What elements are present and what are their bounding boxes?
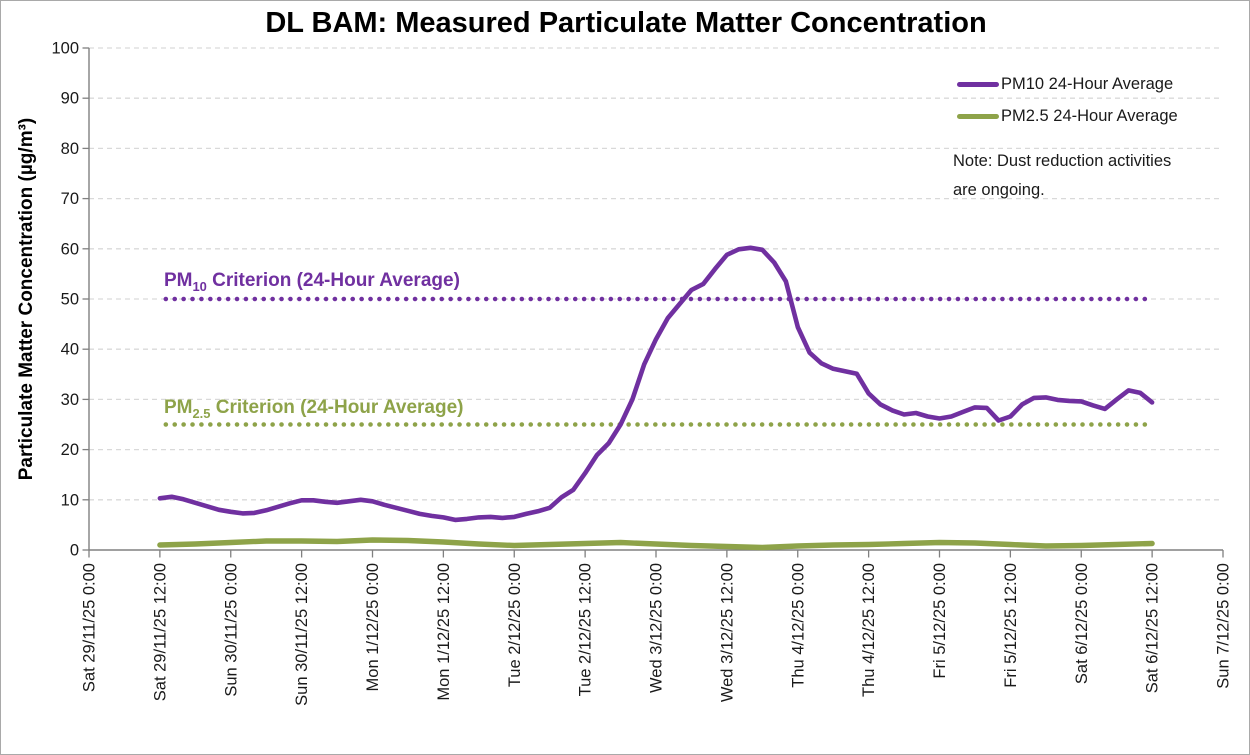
y-tick-label: 100	[51, 40, 79, 58]
x-tick-label: Fri 5/12/25 12:00	[1002, 563, 1020, 688]
y-tick-label: 60	[61, 240, 79, 258]
chart-title: DL BAM: Measured Particulate Matter Conc…	[265, 7, 987, 39]
pm10-criterion-label: PM10 Criterion (24-Hour Average)	[164, 270, 460, 294]
x-tick-label: Thu 4/12/25 12:00	[860, 563, 878, 697]
y-tick-label: 20	[61, 441, 79, 459]
x-tick-label: Sun 7/12/25 0:00	[1215, 563, 1233, 689]
x-tick-label: Thu 4/12/25 0:00	[789, 563, 807, 688]
x-tick-label: Tue 2/12/25 0:00	[506, 563, 524, 687]
x-tick-label: Sat 29/11/25 0:00	[81, 563, 99, 692]
pm25-legend-label: PM2.5 24-Hour Average	[1001, 106, 1178, 125]
note-line-1: Note: Dust reduction activities	[953, 152, 1172, 170]
x-tick-label: Mon 1/12/25 0:00	[364, 563, 382, 691]
pm25-line-swatch	[957, 113, 999, 119]
x-tick-label: Tue 2/12/25 12:00	[577, 563, 595, 696]
legend: PM10 24-Hour Average PM2.5 24-Hour Avera…	[957, 73, 1178, 127]
chart-note: Note: Dust reduction activities are ongo…	[953, 147, 1243, 205]
x-tick-label: Wed 3/12/25 0:00	[648, 563, 666, 693]
y-tick-label: 30	[61, 391, 79, 409]
y-tick-label: 90	[61, 90, 79, 108]
y-tick-label: 50	[61, 291, 79, 309]
x-tick-label: Wed 3/12/25 12:00	[718, 563, 736, 702]
x-tick-label: Mon 1/12/25 12:00	[435, 563, 453, 701]
y-tick-label: 0	[70, 542, 79, 560]
x-tick-label: Sat 29/11/25 12:00	[151, 563, 169, 701]
pm10-legend-label: PM10 24-Hour Average	[1001, 74, 1174, 93]
x-tick-label: Sun 30/11/25 0:00	[222, 563, 240, 697]
pm25-criterion-label: PM2.5 Criterion (24-Hour Average)	[164, 397, 464, 421]
legend-item-pm25: PM2.5 24-Hour Average	[957, 105, 1178, 127]
pm25-series-line	[157, 537, 1155, 551]
x-tick-label: Fri 5/12/25 0:00	[931, 563, 949, 679]
y-tick-label: 80	[61, 140, 79, 158]
y-tick-label: 40	[61, 341, 79, 359]
pm10-series-line	[157, 245, 1155, 523]
x-tick-label: Sat 6/12/25 0:00	[1073, 563, 1091, 684]
y-axis-title: Particulate Matter Concentration (µg/m³)	[16, 117, 37, 481]
pm10-line-swatch	[957, 81, 999, 87]
x-tick-label: Sat 6/12/25 12:00	[1144, 563, 1162, 693]
x-tick-label: Sun 30/11/25 12:00	[293, 563, 311, 706]
y-tick-label: 70	[61, 190, 79, 208]
y-tick-label: 10	[61, 491, 79, 509]
legend-item-pm10: PM10 24-Hour Average	[957, 73, 1178, 95]
note-line-2: are ongoing.	[953, 181, 1045, 199]
